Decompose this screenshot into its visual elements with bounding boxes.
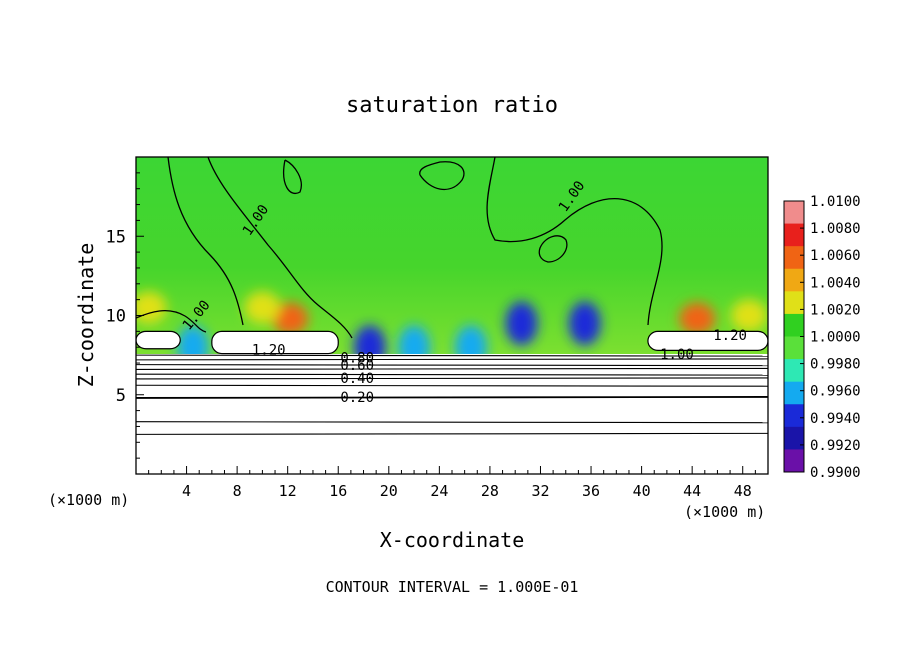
x-tick-label: 48 — [734, 482, 752, 500]
y-tick-label: 10 — [106, 307, 126, 327]
colorbar-swatch — [784, 291, 804, 315]
colorbar-label: 0.9920 — [810, 438, 861, 454]
stable-contour-9 — [136, 354, 768, 357]
contour-interval-footer: CONTOUR INTERVAL = 1.000E-01 — [326, 578, 579, 596]
colorbar-swatch — [784, 449, 804, 473]
y-tick-label: 15 — [106, 227, 126, 247]
colorbar-label: 1.0020 — [810, 302, 861, 318]
x-tick-label: 16 — [329, 482, 347, 500]
contour-1.00-small — [538, 235, 568, 263]
x-tick-label: 8 — [233, 482, 242, 500]
stable-lower-region — [136, 354, 768, 474]
x-tick-label: 40 — [633, 482, 651, 500]
warm-spot-1 — [679, 302, 716, 335]
colorbar-swatch — [784, 223, 804, 247]
colorbar-swatch — [784, 313, 804, 337]
colorbar-label: 1.0000 — [810, 330, 861, 346]
colorbar-swatch — [784, 201, 804, 225]
colorbar-swatch — [784, 268, 804, 292]
x-tick-label: 12 — [279, 482, 297, 500]
stable-contour-8 — [136, 358, 768, 361]
y-axis: 5 10 15 — [106, 172, 144, 459]
colorbar-label: 1.0060 — [810, 248, 861, 264]
contour-label: 1.20 — [713, 328, 747, 344]
colorbar-swatch — [784, 246, 804, 270]
cool-spot-3 — [568, 301, 601, 346]
x-tick-label: 32 — [531, 482, 549, 500]
y-tick-label: 5 — [116, 386, 126, 406]
x-axis-label: X-coordinate — [380, 528, 525, 552]
x-unit-right: (×1000 m) — [684, 503, 765, 521]
stable-contour-1 — [136, 421, 768, 424]
stable-contour-5 — [136, 373, 768, 376]
upper-field — [136, 157, 768, 357]
y-axis-label: Z-coordinate — [74, 243, 98, 388]
colorbar-swatch — [784, 404, 804, 428]
x-tick-label: 36 — [582, 482, 600, 500]
warm-spot-2 — [244, 291, 281, 324]
contour-1.00-right — [486, 157, 663, 326]
contour-label: 0.60 — [340, 358, 374, 374]
contour-label: 0.40 — [340, 371, 374, 387]
contour-label: 1.00 — [660, 347, 694, 363]
stable-contour-7 — [136, 364, 768, 367]
contour-1.00-left — [167, 157, 353, 339]
x-tick-label: 28 — [481, 482, 499, 500]
colorbar-swatch — [784, 359, 804, 383]
colorbar-label: 1.0080 — [810, 221, 861, 237]
x-tick-label: 4 — [182, 482, 191, 500]
colorbar-swatch — [784, 381, 804, 405]
colorbar-label: 0.9900 — [810, 465, 861, 481]
x-unit-left: (×1000 m) — [48, 491, 129, 509]
stable-contour-2 — [136, 396, 768, 399]
contour-1.00-left-lower — [136, 310, 207, 333]
contour-label: 0.20 — [340, 390, 374, 406]
stable-contour-3 — [136, 384, 768, 387]
stable-contour-0 — [136, 432, 768, 435]
colorbar-label: 0.9940 — [810, 411, 861, 427]
x-tick-label: 20 — [380, 482, 398, 500]
cloud-region-0 — [136, 330, 181, 350]
stable-contour-4 — [136, 377, 768, 380]
colorbar-label: 1.0100 — [810, 194, 861, 210]
colorbar: 1.0100 1.0080 1.0060 1.0040 1.0020 1.0000 0.99… — [783, 194, 861, 481]
cloud-region-1 — [211, 330, 339, 355]
warm-spot-0 — [272, 302, 309, 335]
chart-title: saturation ratio — [346, 93, 558, 118]
colorbar-label: 0.9980 — [810, 357, 861, 373]
cool-spot-2 — [505, 301, 538, 346]
colorbar-swatch — [784, 336, 804, 360]
colorbar-label: 1.0040 — [810, 275, 861, 291]
plot-area: 1.001.001.001.201.201.000.800.600.400.20 — [136, 157, 768, 474]
x-axis: 4 8 12 16 20 24 28 32 36 40 44 48 — [148, 466, 756, 500]
contour-label: 1.20 — [252, 342, 286, 358]
warm-spot-4 — [731, 299, 768, 332]
contour-lines — [136, 157, 768, 435]
contour-label: 0.80 — [340, 350, 374, 366]
stable-contour-6 — [136, 367, 768, 370]
colorbar-label: 0.9960 — [810, 384, 861, 400]
colorbar-swatch — [784, 426, 804, 450]
x-tick-label: 24 — [430, 482, 448, 500]
contour-1.00-top — [283, 159, 465, 195]
x-tick-label: 44 — [683, 482, 701, 500]
